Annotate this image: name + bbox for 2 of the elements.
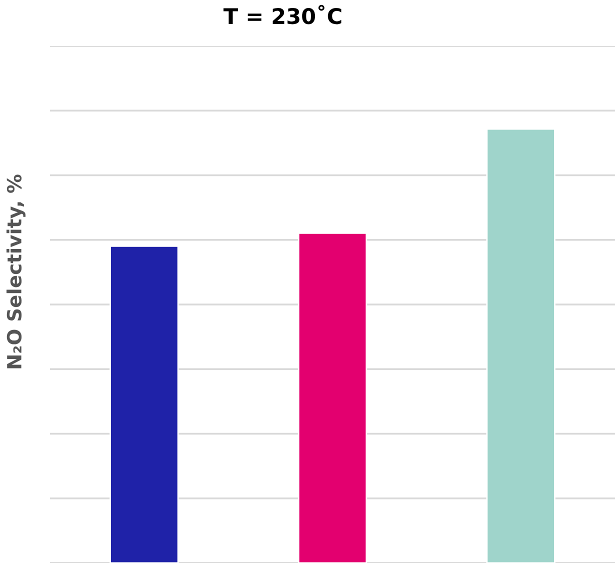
y-axis-title: N₂O Selectivity, % (6, 174, 26, 368)
chart-title: T = 230˚C (224, 4, 342, 24)
